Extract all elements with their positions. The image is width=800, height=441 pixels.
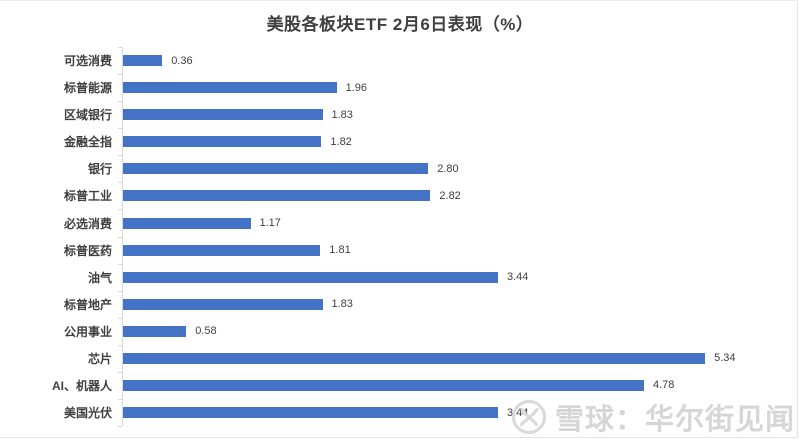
- value-label: 1.83: [331, 298, 353, 311]
- bar: [123, 217, 251, 229]
- bar: [123, 407, 498, 419]
- bar-track: 0.58: [112, 325, 800, 337]
- value-label: 4.78: [653, 379, 675, 392]
- bar-track: 0.36: [112, 55, 800, 67]
- category-label: 金融全指: [63, 135, 112, 150]
- category-label: 油气: [87, 270, 112, 285]
- category-label: 芯片: [87, 351, 112, 366]
- category-label: 银行: [87, 162, 112, 177]
- axis-tick: [118, 74, 122, 76]
- bar-row: 必选消费 1.17: [0, 209, 800, 236]
- bar-chart-plot-area: 可选消费 0.36 标普能源 1.96 区域银行 1.83 金融全指 1.82 银行 2.80 标普…: [0, 47, 800, 426]
- bar: [123, 271, 498, 283]
- axis-tick: [118, 209, 122, 211]
- bar-row: 标普工业 2.82: [0, 182, 800, 209]
- axis-tick: [118, 155, 122, 157]
- category-label: 必选消费: [63, 216, 112, 231]
- category-label: 标普能源: [63, 81, 112, 96]
- value-label: 1.83: [331, 108, 353, 121]
- watermark: 雪球：华尔街见闻: [510, 396, 795, 438]
- value-label: 5.34: [714, 352, 736, 365]
- bar-track: 1.82: [112, 136, 800, 148]
- bar-row: 标普医药 1.81: [0, 237, 800, 264]
- bar: [123, 379, 644, 391]
- value-label: 1.17: [259, 217, 281, 229]
- bar: [123, 190, 431, 202]
- value-label: 3.44: [507, 271, 529, 284]
- bar: [123, 352, 706, 364]
- axis-tick: [118, 263, 122, 265]
- bar-row: 标普能源 1.96: [0, 74, 800, 101]
- bar-track: 5.34: [112, 352, 800, 364]
- bar: [123, 325, 187, 337]
- bar-row: 可选消费 0.36: [0, 47, 800, 74]
- value-label: 0.36: [171, 54, 193, 67]
- category-label: 可选消费: [63, 54, 112, 69]
- bar-track: 1.17: [112, 217, 800, 229]
- axis-tick: [118, 317, 122, 319]
- category-label: 标普地产: [63, 297, 112, 312]
- category-label: 标普医药: [63, 243, 112, 258]
- axis-tick: [118, 290, 122, 292]
- bar-row: 芯片 5.34: [0, 345, 800, 372]
- bar: [123, 136, 322, 148]
- category-label: 美国光伏: [63, 406, 112, 421]
- value-label: 1.96: [345, 81, 368, 94]
- value-label: 1.81: [329, 244, 351, 257]
- category-axis-line: [122, 47, 123, 426]
- bar-row: 油气 3.44: [0, 264, 800, 291]
- bar: [123, 163, 429, 175]
- category-label: 标普工业: [63, 189, 112, 204]
- bar-track: 1.83: [112, 298, 800, 310]
- axis-tick: [118, 426, 122, 427]
- axis-tick: [118, 398, 122, 400]
- bar: [123, 298, 323, 310]
- bar: [123, 109, 323, 121]
- axis-tick: [118, 101, 122, 103]
- bar-track: 2.80: [112, 163, 800, 175]
- bar-row: 金融全指 1.82: [0, 128, 800, 155]
- value-label: 2.82: [439, 189, 461, 202]
- watermark-text: 雪球：华尔街见闻: [554, 404, 795, 436]
- axis-tick: [118, 128, 122, 130]
- xueqiu-snowball-icon: [510, 398, 548, 436]
- bar: [123, 244, 321, 256]
- bar-row: 公用事业 0.58: [0, 318, 800, 345]
- value-label: 2.80: [437, 162, 459, 175]
- bar-row: 标普地产 1.83: [0, 291, 800, 318]
- value-label: 0.58: [195, 325, 217, 338]
- bar-track: 3.44: [112, 271, 800, 283]
- bar: [123, 55, 163, 67]
- bar: [123, 82, 337, 94]
- axis-tick: [118, 371, 122, 373]
- bar-track: 1.83: [112, 109, 800, 121]
- axis-tick: [118, 47, 122, 48]
- category-label: AI、机器人: [51, 378, 112, 393]
- axis-tick: [118, 344, 122, 346]
- axis-tick: [118, 236, 122, 238]
- category-label: 公用事业: [63, 324, 112, 339]
- category-label: 区域银行: [63, 108, 112, 123]
- bar-track: 2.82: [112, 190, 800, 202]
- chart-title: 美股各板块ETF 2月6日表现（%）: [266, 15, 534, 34]
- bar-track: 1.81: [112, 244, 800, 256]
- bar-row: 银行 2.80: [0, 155, 800, 182]
- value-label: 1.82: [330, 135, 352, 148]
- bar-row: AI、机器人 4.78: [0, 372, 800, 399]
- bar-track: 1.96: [112, 82, 800, 94]
- bar-track: 4.78: [112, 379, 800, 391]
- axis-tick: [118, 182, 122, 184]
- bar-row: 区域银行 1.83: [0, 101, 800, 128]
